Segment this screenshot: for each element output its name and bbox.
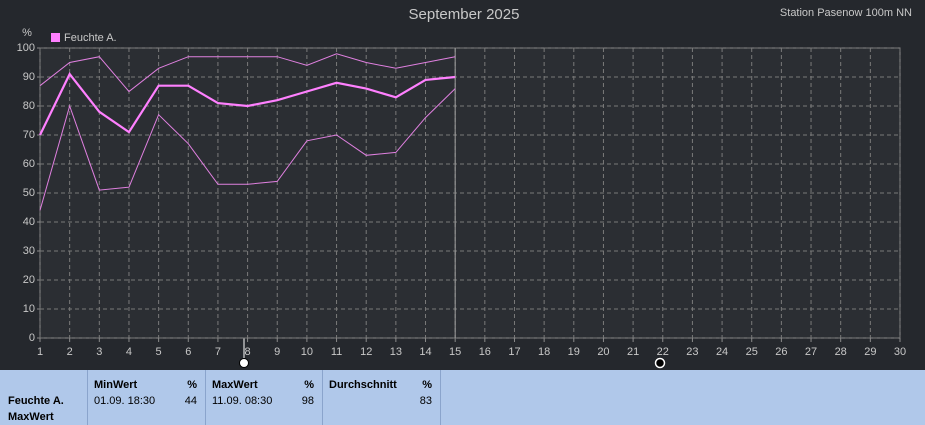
stats-column: MinWert% 01.09. 18:30 44 [88, 370, 206, 425]
x-tick-label: 17 [508, 346, 520, 358]
x-tick-label: 6 [185, 346, 191, 358]
x-tick-label: 1 [37, 346, 43, 358]
x-tick-label: 5 [156, 346, 162, 358]
chart-title: September 2025 [409, 6, 520, 23]
x-tick-label: 11 [331, 346, 342, 358]
y-tick-label: 80 [23, 100, 35, 112]
stats-column: Durchschnitt% 83 [323, 370, 441, 425]
x-tick-label: 8 [245, 346, 251, 358]
column-title: MinWert [94, 379, 138, 391]
column-title: Durchschnitt [329, 379, 397, 391]
x-tick-label: 12 [360, 346, 372, 358]
y-tick-label: 20 [23, 274, 35, 286]
data-line [39, 88, 456, 211]
chart: September 2025 Station Pasenow 100m NN %… [17, 6, 912, 369]
y-tick-label: 40 [23, 216, 35, 228]
y-tick-label: 70 [23, 129, 35, 141]
x-tick-label: 7 [215, 346, 221, 358]
x-tick-label: 26 [775, 346, 787, 358]
x-tick-label: 28 [835, 346, 847, 358]
data-line [39, 72, 456, 136]
x-tick-label: 21 [627, 346, 639, 358]
row-label: MaxWert [8, 411, 54, 423]
x-tick-label: 27 [805, 346, 817, 358]
row-label: Feuchte A. [8, 395, 64, 407]
y-tick-label: 0 [29, 332, 35, 344]
column-value: 83 [419, 395, 432, 407]
data-line [39, 53, 456, 93]
column-unit: % [422, 379, 432, 391]
x-tick-label: 22 [657, 346, 669, 358]
x-tick-label: 4 [126, 346, 132, 358]
y-axis-label: % [22, 27, 32, 39]
x-tick-label: 24 [716, 346, 728, 358]
x-tick-label: 9 [274, 346, 280, 358]
station-label: Station Pasenow 100m NN [780, 7, 912, 19]
column-value: 98 [301, 395, 314, 407]
x-tick-label: 13 [390, 346, 402, 358]
legend-swatch [51, 33, 60, 42]
x-tick-label: 19 [568, 346, 580, 358]
y-tick-label: 50 [23, 187, 35, 199]
x-tick-label: 20 [597, 346, 609, 358]
legend-label: Feuchte A. [64, 32, 117, 44]
y-tick-label: 30 [23, 245, 35, 257]
y-tick-label: 90 [23, 71, 35, 83]
column-time: 01.09. 18:30 [94, 395, 156, 407]
column-title: MaxWert [212, 379, 258, 391]
column-time: 11.09. 08:30 [212, 395, 273, 407]
x-tick-label: 14 [419, 346, 431, 358]
y-tick-label: 100 [17, 42, 35, 54]
x-tick-label: 30 [894, 346, 906, 358]
row-label-cell: Feuchte A. MaxWert [0, 370, 88, 425]
x-tick-label: 23 [686, 346, 698, 358]
stats-table: Feuchte A. MaxWert MinWert% 01.09. 18:30 4… [0, 370, 925, 425]
moon-icon [654, 357, 666, 369]
column-unit: % [304, 379, 314, 391]
x-tick-label: 3 [96, 346, 102, 358]
x-tick-label: 18 [538, 346, 550, 358]
stats-column: MaxWert% 11.09. 08:30 98 [206, 370, 323, 425]
column-unit: % [187, 379, 197, 391]
x-tick-label: 2 [67, 346, 73, 358]
x-tick-label: 15 [449, 346, 461, 358]
x-tick-label: 25 [746, 346, 758, 358]
x-tick-label: 16 [479, 346, 491, 358]
x-tick-label: 10 [301, 346, 313, 358]
y-tick-label: 60 [23, 158, 35, 170]
moon-icon [239, 358, 249, 368]
column-value: 44 [184, 395, 197, 407]
y-tick-label: 10 [23, 303, 35, 315]
x-tick-label: 29 [864, 346, 876, 358]
